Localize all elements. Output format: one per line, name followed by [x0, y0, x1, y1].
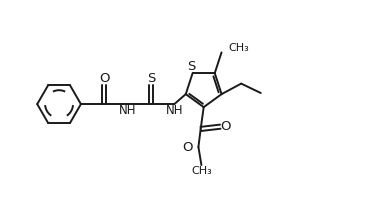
Text: NH: NH: [166, 104, 183, 117]
Text: CH₃: CH₃: [191, 166, 212, 176]
Text: O: O: [220, 120, 231, 133]
Text: O: O: [183, 141, 193, 154]
Text: NH: NH: [119, 104, 137, 117]
Text: S: S: [147, 72, 155, 85]
Text: O: O: [99, 72, 110, 85]
Text: CH₃: CH₃: [228, 43, 249, 53]
Text: S: S: [187, 60, 195, 73]
